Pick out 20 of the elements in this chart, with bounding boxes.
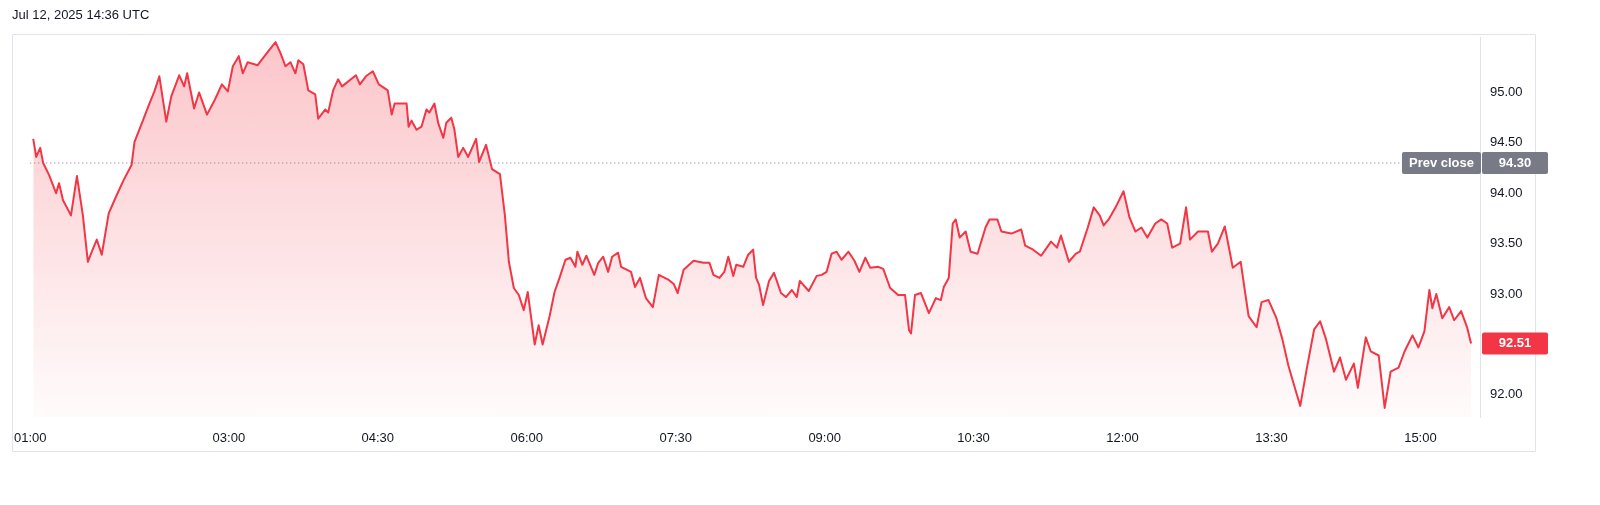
ref-line-label: Prev close bbox=[1408, 154, 1474, 170]
y-tick-label: 92.00 bbox=[1490, 386, 1523, 402]
text: 92.51 bbox=[1498, 335, 1532, 350]
x-tick-label: 15:00 bbox=[1404, 430, 1437, 446]
x-tick-label: 03:00 bbox=[212, 430, 246, 446]
text: 94.30 bbox=[1498, 154, 1532, 170]
x-tick-label: 13:30 bbox=[1255, 430, 1288, 446]
y-tick-label: 93.00 bbox=[1490, 285, 1523, 301]
x-tick-label: 07:30 bbox=[659, 430, 692, 446]
y-tick-label: 93.50 bbox=[1490, 235, 1523, 251]
x-tick-label: 12:00 bbox=[1106, 430, 1139, 446]
y-tick-label: 94.50 bbox=[1490, 134, 1523, 150]
y-tick-label: 94.00 bbox=[1490, 184, 1523, 200]
text: Jul 12, 2025 14:36 UTC bbox=[12, 7, 150, 22]
y-tick-label: 95.00 bbox=[1490, 84, 1523, 100]
x-tick-label: 10:30 bbox=[957, 430, 990, 446]
x-tick-label: 06:00 bbox=[510, 430, 544, 446]
x-tick-label: 09:00 bbox=[808, 430, 841, 446]
x-tick-label: 04:30 bbox=[361, 430, 395, 446]
x-tick-label: 01:00 bbox=[13, 430, 47, 446]
